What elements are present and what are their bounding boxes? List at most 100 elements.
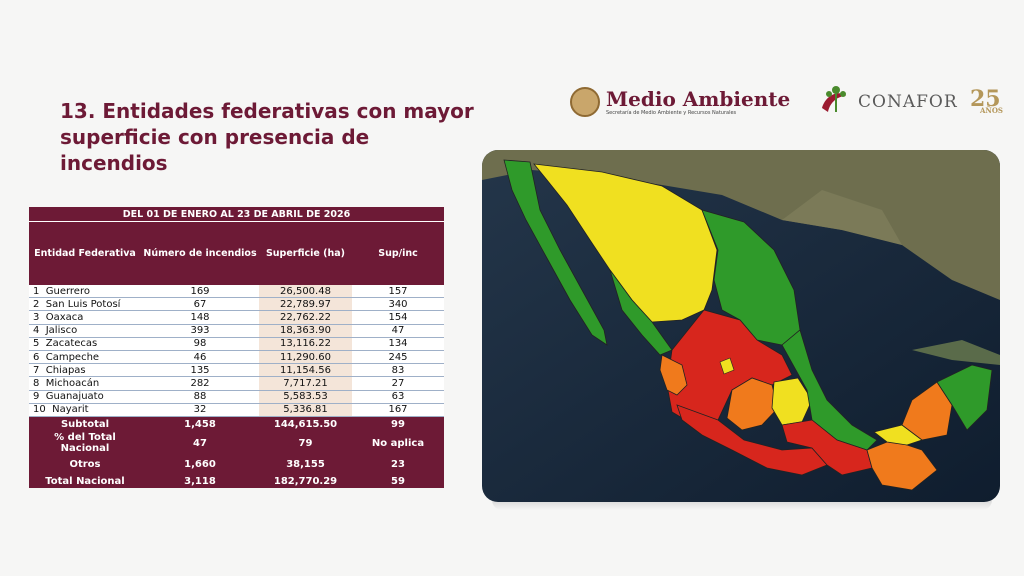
medio-ambiente-name: Medio Ambiente [606, 86, 791, 111]
cell-incendios: 32 [141, 403, 259, 417]
slide-title: 13. Entidades federativas con mayor supe… [60, 99, 474, 175]
medio-ambiente-subtitle: Secretaría de Medio Ambiente y Recursos … [606, 109, 737, 116]
cell-entidad-name: Zacatecas [45, 338, 98, 350]
table-row: 6 Campeche 46 11,290.60 245 [29, 350, 444, 365]
cell-superficie: 11,154.56 [259, 363, 352, 378]
cell-superficie: 18,363.90 [259, 324, 352, 338]
porcentaje-supinc: No aplica [352, 432, 444, 455]
cell-rank: 2 [33, 298, 40, 310]
cell-entidad-name: San Luis Potosí [45, 298, 121, 310]
header-superficie: Superficie (ha) [259, 221, 352, 285]
cell-supinc: 340 [352, 297, 444, 312]
cell-entidad-name: Jalisco [45, 325, 78, 337]
cell-entidad: 8 Michoacán [29, 376, 141, 391]
mexico-map-graphic [482, 150, 1000, 502]
cell-superficie: 7,717.21 [259, 376, 352, 391]
otros-supinc: 23 [352, 454, 444, 475]
table-row: 1 Guerrero 169 26,500.48 157 [29, 285, 444, 299]
cell-entidad-name: Guerrero [45, 285, 90, 297]
cell-entidad: 9 Guanajuato [29, 390, 141, 404]
table-row: 8 Michoacán 282 7,717.21 27 [29, 376, 444, 391]
total-label: Total Nacional [29, 474, 141, 489]
cell-rank: 8 [33, 377, 40, 389]
cell-supinc: 27 [352, 376, 444, 391]
otros-label: Otros [29, 454, 141, 475]
conafor-logo: CONAFOR [816, 82, 958, 122]
subtotal-label: Subtotal [29, 416, 141, 433]
fires-table: DEL 01 DE ENERO AL 23 DE ABRIL DE 2026 E… [29, 207, 444, 489]
cell-rank: 10 [33, 404, 46, 416]
cell-entidad: 1 Guerrero [29, 285, 141, 299]
cell-rank: 3 [33, 311, 40, 323]
cell-incendios: 67 [141, 297, 259, 312]
table-body: 1 Guerrero 169 26,500.48 157 2 San Luis Poto… [29, 285, 444, 417]
cell-incendios: 393 [141, 324, 259, 338]
porcentaje-superficie: 79 [259, 432, 352, 455]
anniversary-number: 25 [970, 86, 1001, 112]
cell-superficie: 22,762.22 [259, 310, 352, 325]
guerrero-red [676, 404, 828, 476]
conafor-name: CONAFOR [858, 92, 958, 112]
cell-supinc: 63 [352, 390, 444, 404]
table-row: 3 Oaxaca 148 22,762.22 154 [29, 310, 444, 325]
cell-entidad: 10 Nayarit [29, 403, 141, 417]
veracruz-green [781, 329, 878, 451]
cell-incendios: 46 [141, 350, 259, 365]
header-logos: Medio Ambiente Secretaría de Medio Ambie… [570, 80, 1010, 124]
porcentaje-label: % del Total Nacional [29, 432, 141, 455]
cell-incendios: 88 [141, 390, 259, 404]
table-row: 4 Jalisco 393 18,363.90 47 [29, 324, 444, 338]
table-row: 2 San Luis Potosí 67 22,789.97 340 [29, 297, 444, 312]
cell-supinc: 157 [352, 285, 444, 299]
north-yellow [533, 163, 718, 323]
cell-rank: 1 [33, 285, 40, 297]
anniversary-logo: 25 AÑOS [970, 86, 1003, 115]
cell-incendios: 169 [141, 285, 259, 299]
medio-ambiente-logo: Medio Ambiente Secretaría de Medio Ambie… [570, 82, 790, 122]
cell-rank: 6 [33, 351, 40, 363]
subtotal-superficie: 144,615.50 [259, 416, 352, 433]
cell-entidad-name: Nayarit [52, 404, 89, 416]
cell-rank: 5 [33, 338, 40, 350]
cell-supinc: 83 [352, 363, 444, 378]
map-shadow [492, 500, 992, 510]
cell-incendios: 135 [141, 363, 259, 378]
tabasco-yellow [873, 424, 923, 446]
cell-supinc: 154 [352, 310, 444, 325]
table-row: 7 Chiapas 135 11,154.56 83 [29, 363, 444, 378]
cell-entidad-name: Campeche [45, 351, 100, 363]
cell-superficie: 5,336.81 [259, 403, 352, 417]
cell-entidad: 3 Oaxaca [29, 310, 141, 325]
subtotal-incendios: 1,458 [141, 416, 259, 433]
cell-superficie: 13,116.22 [259, 337, 352, 351]
cell-supinc: 245 [352, 350, 444, 365]
cell-superficie: 26,500.48 [259, 285, 352, 299]
yucatan-green [936, 364, 993, 431]
cell-entidad: 2 San Luis Potosí [29, 297, 141, 312]
cell-incendios: 98 [141, 337, 259, 351]
porcentaje-incendios: 47 [141, 432, 259, 455]
cell-entidad-name: Chiapas [45, 364, 86, 376]
northeast-green [701, 209, 801, 346]
cell-entidad-name: Guanajuato [45, 391, 104, 403]
baja-california [503, 159, 608, 346]
cell-entidad: 5 Zacatecas [29, 337, 141, 351]
sinaloa-green [609, 269, 673, 356]
anniversary-label: AÑOS [980, 106, 1003, 115]
conafor-tree-icon [822, 86, 846, 112]
total-superficie: 182,770.29 [259, 474, 352, 489]
cell-rank: 7 [33, 364, 40, 376]
cell-entidad: 7 Chiapas [29, 363, 141, 378]
cell-supinc: 47 [352, 324, 444, 338]
otros-superficie: 38,155 [259, 454, 352, 475]
otros-incendios: 1,660 [141, 454, 259, 475]
cell-incendios: 148 [141, 310, 259, 325]
mexico-fire-map [482, 150, 1000, 502]
cell-supinc: 134 [352, 337, 444, 351]
header-supinc: Sup/inc [352, 221, 444, 285]
cell-superficie: 22,789.97 [259, 297, 352, 312]
cell-superficie: 11,290.60 [259, 350, 352, 365]
total-supinc: 59 [352, 474, 444, 489]
header-entidad: Entidad Federativa [29, 221, 141, 285]
oaxaca-red [781, 419, 873, 476]
